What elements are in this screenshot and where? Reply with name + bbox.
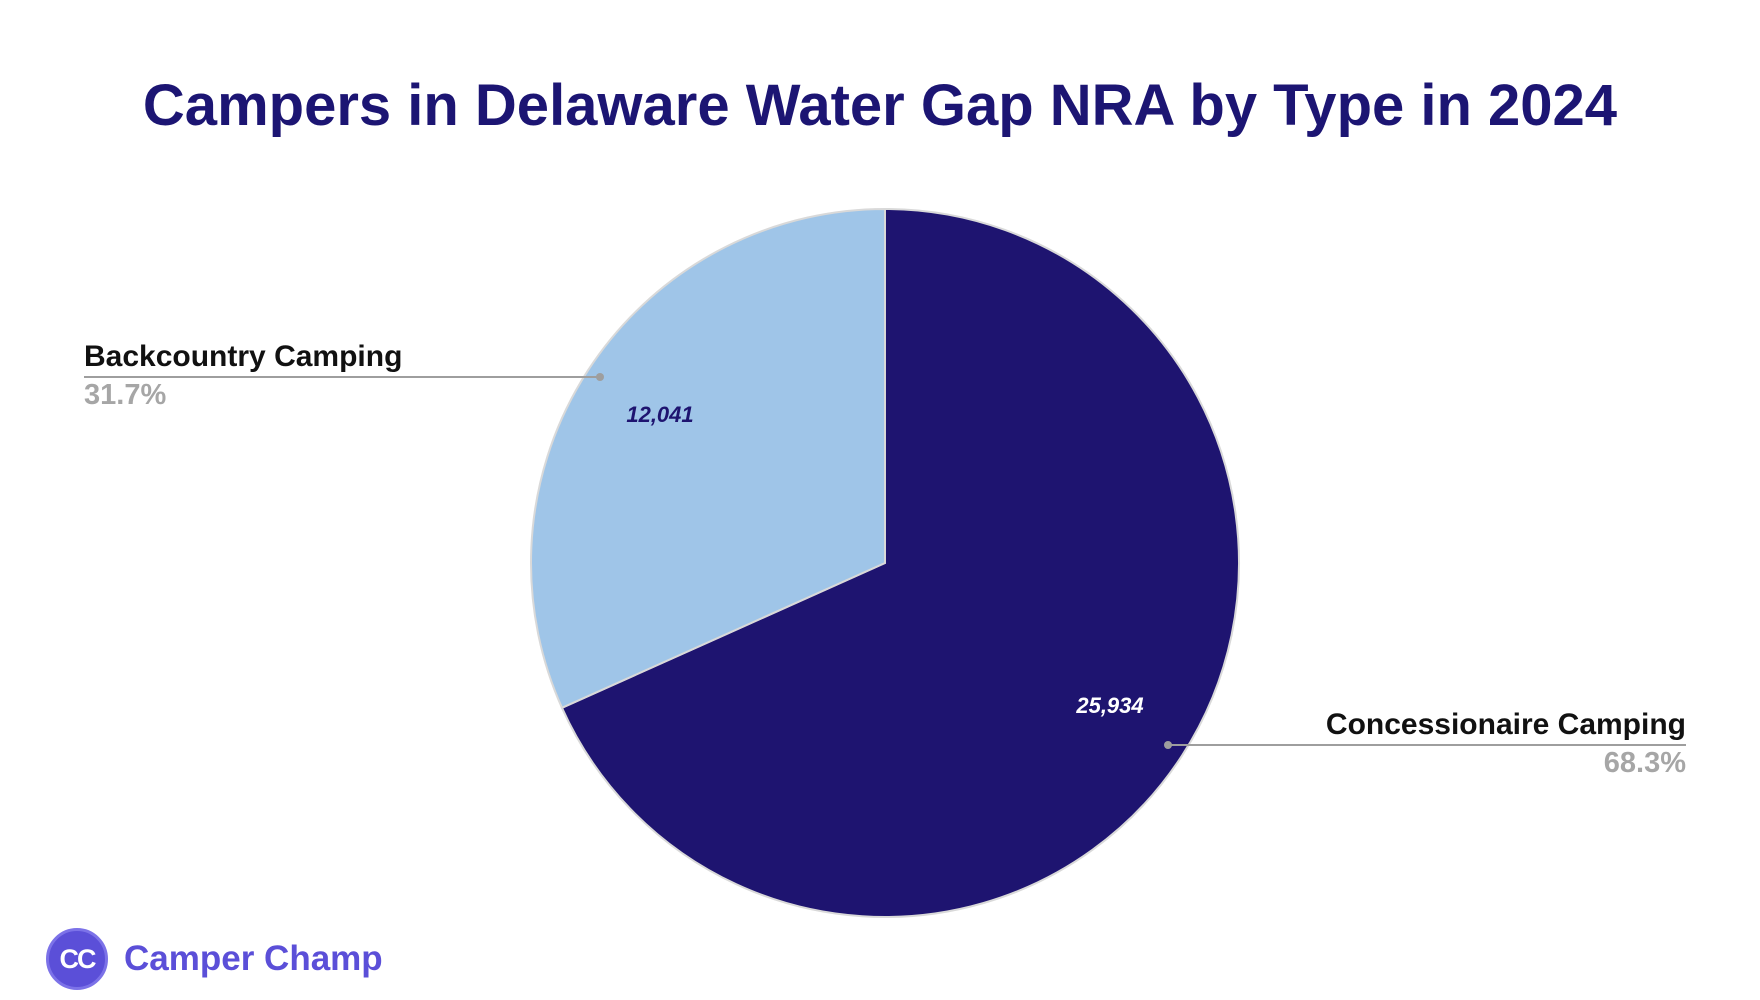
brand-name: Camper Champ [124, 939, 383, 978]
leader-dot-concessionaire-camping [1164, 741, 1172, 749]
slice-label-concessionaire-camping: Concessionaire Camping [1326, 708, 1686, 741]
data-label-backcountry-camping: 12,041 [626, 402, 693, 427]
brand-logo-icon: CC [46, 928, 108, 990]
slice-percent-concessionaire-camping: 68.3% [1604, 747, 1686, 779]
pie-slice-backcountry-camping [530, 207, 886, 710]
data-label-concessionaire-camping: 25,934 [1075, 693, 1143, 718]
slice-percent-backcountry-camping: 31.7% [84, 379, 166, 411]
brand: CC Camper Champ [46, 926, 383, 992]
leader-dot-backcountry-camping [596, 373, 604, 381]
chart-title: Campers in Delaware Water Gap NRA by Typ… [142, 73, 1618, 138]
pie-slice-concessionaire-camping [560, 207, 1240, 918]
slice-label-backcountry-camping: Backcountry Camping [84, 340, 402, 373]
